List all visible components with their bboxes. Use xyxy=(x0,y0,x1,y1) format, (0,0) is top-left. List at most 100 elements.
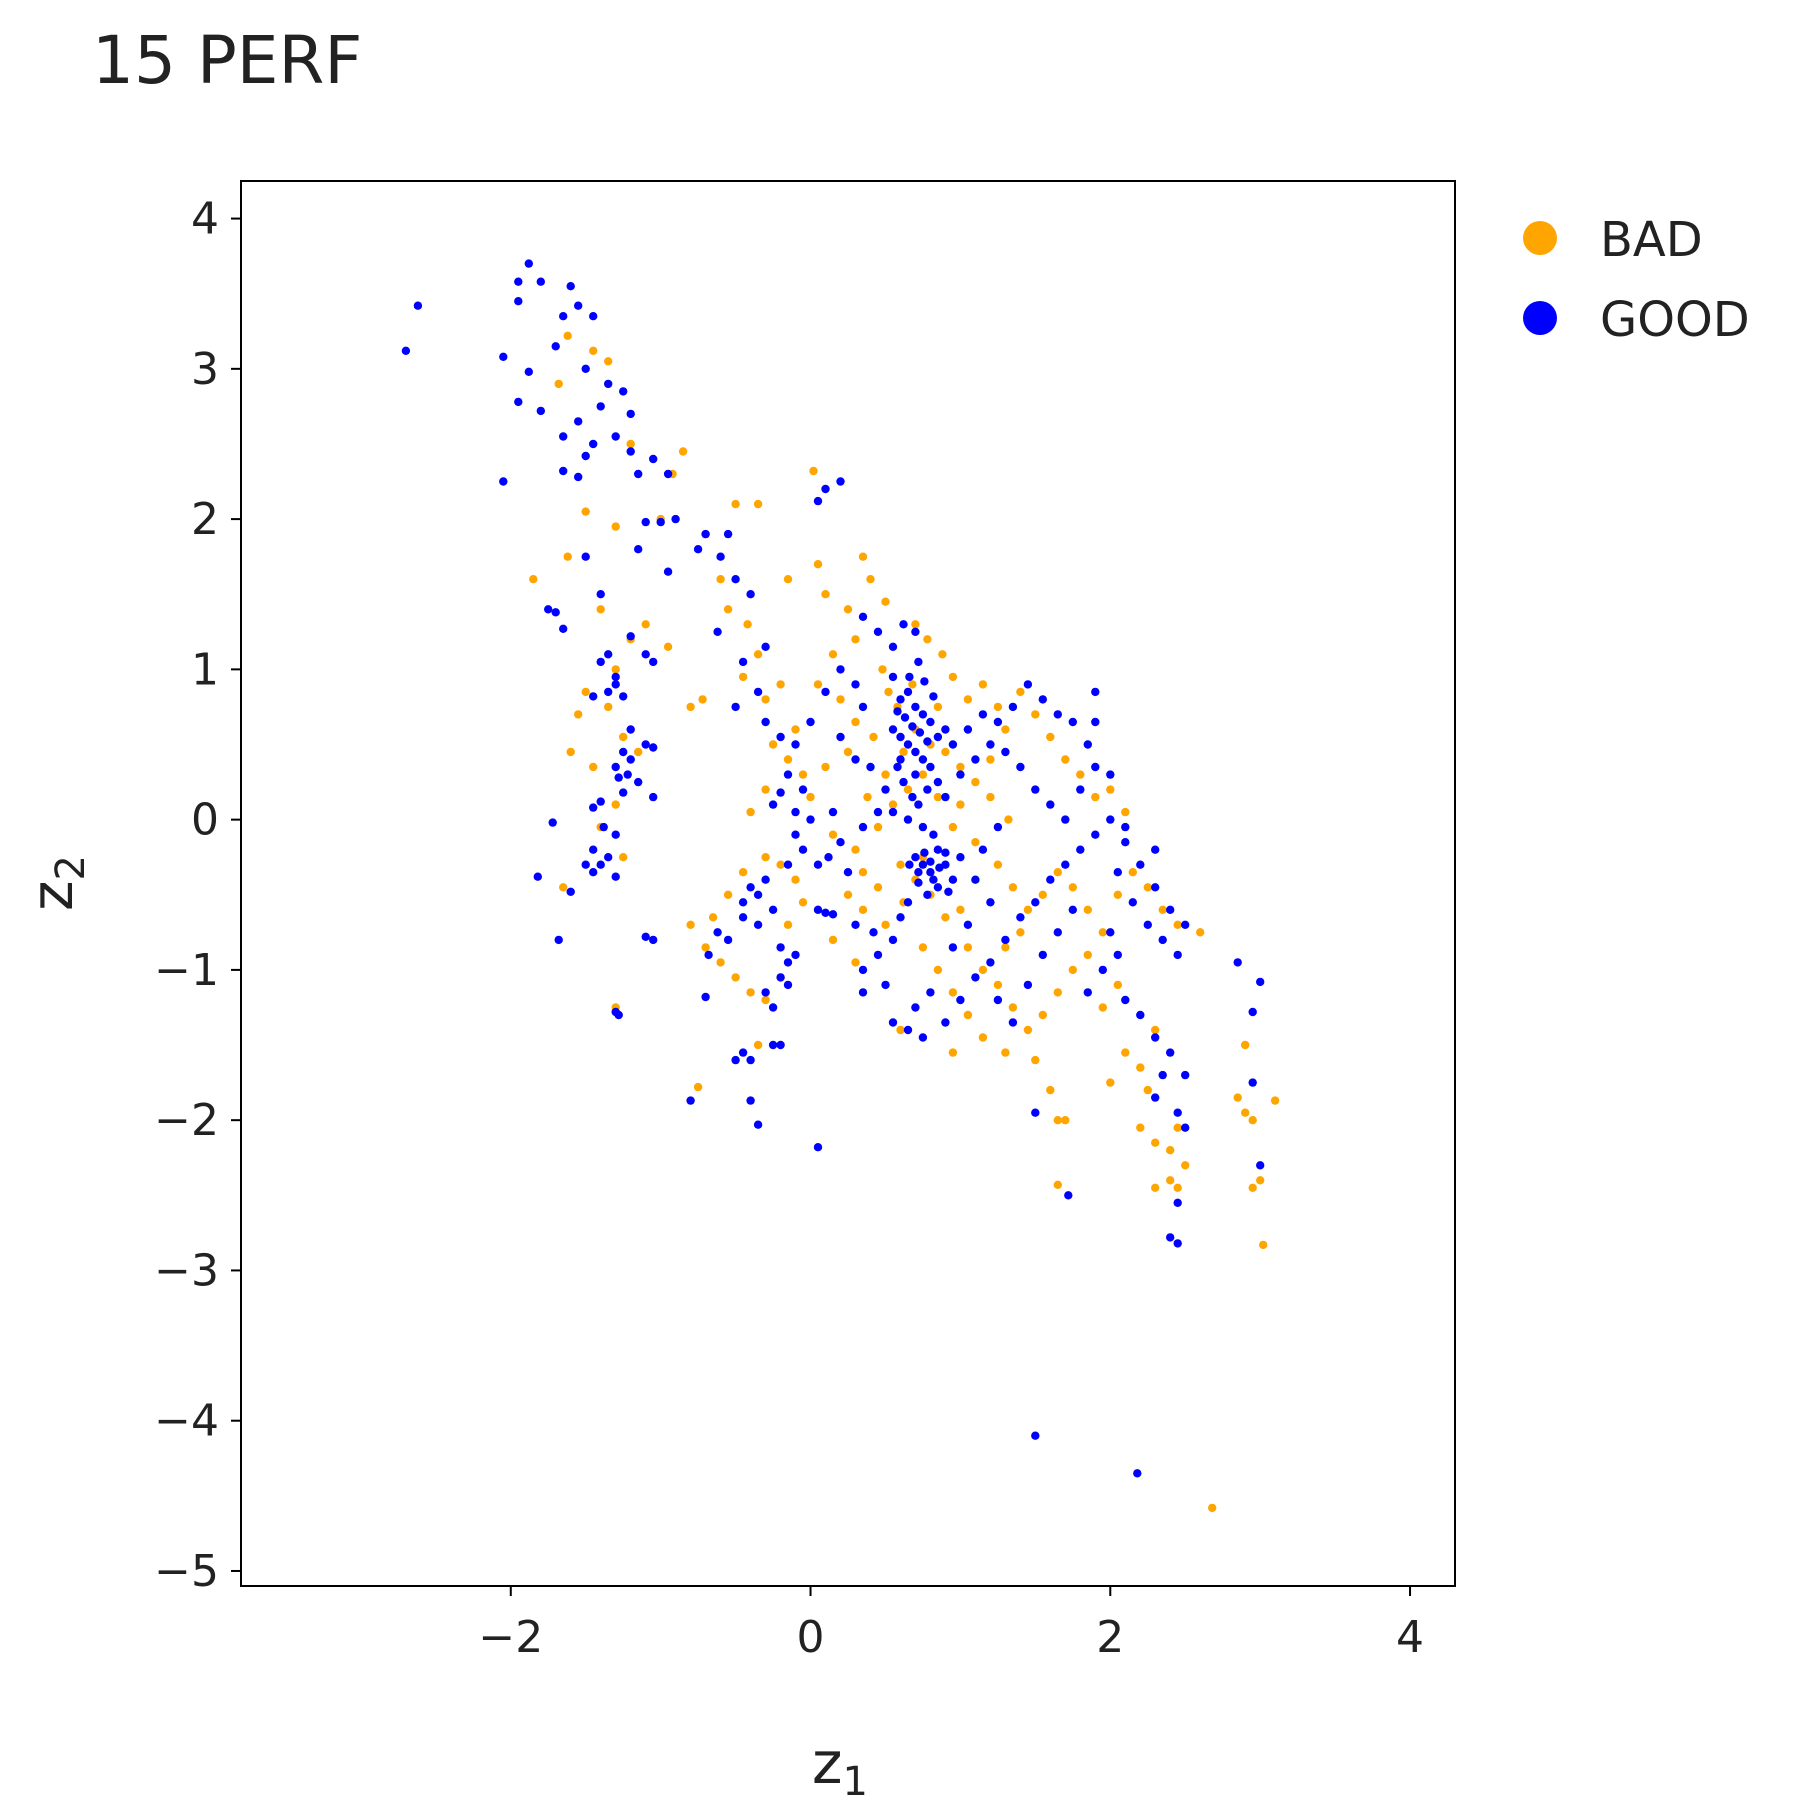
data-point-good xyxy=(649,935,658,945)
data-point-good xyxy=(761,642,770,651)
data-point-good xyxy=(738,657,748,667)
y-tick-label: −2 xyxy=(154,1095,219,1146)
data-point-good xyxy=(768,1003,778,1012)
data-point-good xyxy=(634,469,643,479)
data-point-good xyxy=(978,710,988,719)
data-point-bad xyxy=(1038,1010,1048,1020)
data-point-good xyxy=(776,788,785,797)
x-tick-label: −2 xyxy=(478,1612,543,1663)
legend: BAD GOOD xyxy=(1523,212,1750,348)
data-point-good xyxy=(723,529,733,539)
data-point-good xyxy=(1016,913,1025,922)
data-point-good xyxy=(559,466,568,476)
y-tick-label: −3 xyxy=(154,1245,219,1296)
data-point-good xyxy=(753,1120,763,1129)
data-point-bad xyxy=(1256,1176,1265,1185)
data-point-good xyxy=(614,1010,623,1020)
data-point-bad xyxy=(1181,1161,1190,1170)
data-point-bad xyxy=(678,447,688,456)
data-point-bad xyxy=(1151,1138,1160,1147)
data-point-bad xyxy=(813,680,823,689)
data-point-good xyxy=(1031,1108,1040,1117)
data-point-bad xyxy=(604,357,613,366)
data-point-bad xyxy=(851,635,860,644)
data-point-good xyxy=(911,702,920,712)
data-point-bad xyxy=(1046,732,1055,742)
data-point-good xyxy=(1046,875,1055,884)
data-point-bad xyxy=(716,958,725,967)
data-point-bad xyxy=(1008,1003,1018,1012)
data-point-good xyxy=(574,417,583,426)
data-point-good xyxy=(1061,860,1070,869)
data-point-good xyxy=(1068,717,1078,727)
data-point-good xyxy=(1158,1070,1167,1080)
data-point-good xyxy=(923,737,932,746)
data-point-good xyxy=(1166,905,1175,914)
data-point-good xyxy=(1166,1233,1175,1242)
data-point-good xyxy=(559,624,568,633)
data-point-bad xyxy=(723,605,733,614)
data-point-bad xyxy=(574,710,583,719)
data-point-good xyxy=(933,777,943,787)
data-point-bad xyxy=(884,687,893,697)
data-point-bad xyxy=(798,770,808,779)
data-point-good xyxy=(888,672,898,682)
data-point-bad xyxy=(956,762,965,772)
data-point-good xyxy=(589,803,598,812)
data-point-good xyxy=(935,863,944,872)
data-point-bad xyxy=(933,965,943,975)
data-point-bad xyxy=(1248,1116,1257,1125)
data-point-bad xyxy=(529,575,538,584)
data-point-good xyxy=(731,1055,740,1065)
data-point-good xyxy=(915,728,925,737)
data-point-good xyxy=(933,732,943,742)
data-point-bad xyxy=(918,770,928,779)
data-point-bad xyxy=(828,650,838,659)
data-point-bad xyxy=(761,695,770,704)
data-point-good xyxy=(903,687,913,697)
data-point-good xyxy=(1001,935,1010,945)
data-point-bad xyxy=(1143,883,1153,892)
data-point-good xyxy=(704,950,713,960)
data-point-bad xyxy=(566,747,575,757)
data-point-bad xyxy=(686,920,695,929)
data-point-good xyxy=(623,770,632,779)
data-point-good xyxy=(896,695,905,704)
data-point-bad xyxy=(563,552,572,561)
data-point-bad xyxy=(1113,980,1123,990)
data-point-good xyxy=(1053,928,1063,937)
data-point-good xyxy=(713,627,722,636)
data-point-good xyxy=(881,980,890,990)
data-point-bad xyxy=(611,665,620,674)
data-point-good xyxy=(499,352,508,361)
data-point-good xyxy=(869,928,878,937)
data-point-good xyxy=(911,770,920,779)
data-point-good xyxy=(731,702,740,712)
data-point-bad xyxy=(791,725,800,734)
data-point-good xyxy=(589,312,598,321)
data-point-bad xyxy=(1173,920,1182,929)
data-point-good xyxy=(798,845,808,854)
x-axis-label: z1 xyxy=(812,1729,868,1800)
legend-label-bad: BAD xyxy=(1600,212,1703,268)
data-point-good xyxy=(626,755,635,764)
data-point-good xyxy=(918,860,928,869)
data-point-good xyxy=(1113,950,1123,960)
data-point-bad xyxy=(809,466,818,476)
data-point-good xyxy=(903,815,913,824)
data-point-bad xyxy=(828,830,838,839)
data-point-good xyxy=(536,406,545,416)
data-point-bad xyxy=(806,792,815,802)
data-point-bad xyxy=(993,980,1003,990)
data-point-good xyxy=(920,677,929,686)
data-point-bad xyxy=(986,755,995,764)
data-point-bad xyxy=(978,680,988,689)
data-point-bad xyxy=(1023,1025,1033,1035)
data-point-bad xyxy=(888,800,898,809)
data-point-good xyxy=(941,848,950,857)
data-point-good xyxy=(604,687,613,697)
data-point-good xyxy=(574,472,583,482)
data-point-good xyxy=(716,552,725,561)
data-point-bad xyxy=(923,635,932,644)
legend-marker-good xyxy=(1523,301,1557,335)
